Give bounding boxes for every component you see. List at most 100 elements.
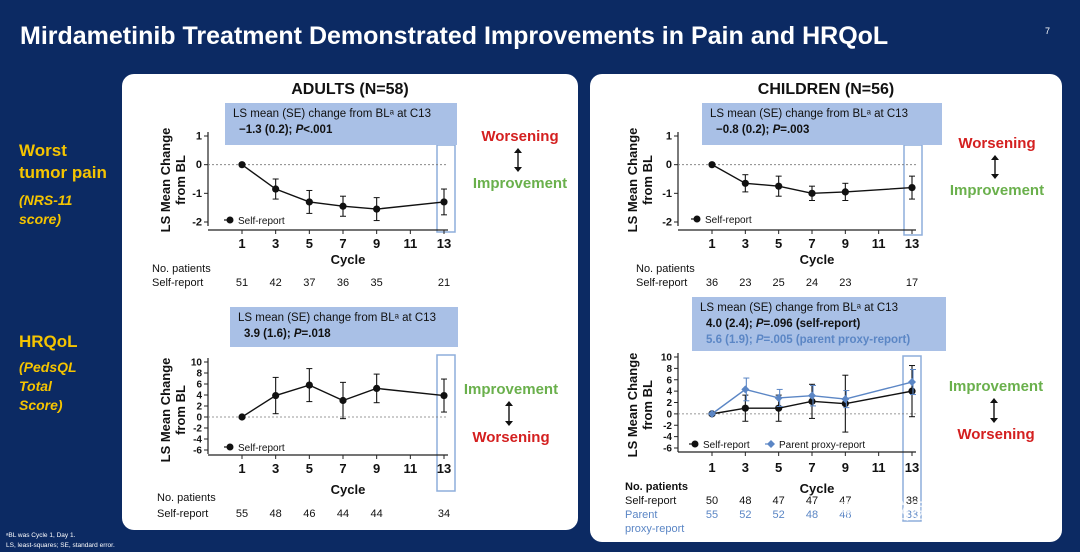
children-hrqol-direction-arrow-up (990, 398, 998, 403)
children-hrqol-patients-row-label: Self-report (625, 495, 676, 507)
row-label-pain: Worst tumor pain (19, 141, 107, 182)
children-pain-callout-result: −0.8 (0.2); P=.003 (716, 124, 809, 136)
children-hrqol-x-tick-label: 5 (775, 460, 782, 475)
adults-pain-callout-title: LS mean (SE) change from BLᵃ at C13 (233, 108, 431, 120)
children-pain-legend-label: Self-report (705, 215, 752, 226)
children-pain-patients-count: 25 (773, 277, 785, 289)
adults-pain-y-tick-label: 1 (196, 131, 202, 143)
children-hrqol-patients-count: 52 (773, 509, 785, 521)
adults-hrqol-self-report-point (339, 396, 347, 405)
adults-hrqol-x-tick-label: 1 (238, 461, 245, 476)
footnote-bl: ᵃBL was Cycle 1, Day 1. (6, 532, 76, 539)
children-hrqol-legend-label: Self-report (703, 440, 750, 451)
adults-pain-x-axis-title: Cycle (331, 252, 366, 267)
children-hrqol-x-axis-title: Cycle (800, 481, 835, 496)
adults-hrqol-self-report-point (272, 391, 280, 400)
adults-pain-x-tick-label: 3 (272, 236, 279, 251)
adults-hrqol-direction-bottom: Worsening (472, 429, 549, 446)
children-pain-self-report-point (841, 188, 849, 196)
adults-hrqol-x-tick-label: 7 (339, 461, 346, 476)
children-pain-direction-arrow-down (991, 174, 999, 179)
children-pain-self-report-line (711, 164, 913, 195)
adults-hrqol-y-axis-title-line2: from BL (173, 385, 188, 435)
adults-pain-patients-count: 37 (303, 277, 315, 289)
adults-pain-patients-label: No. patients (152, 263, 211, 275)
adults-pain-self-report-point (339, 202, 347, 210)
adults-pain-self-report-point (272, 185, 280, 193)
children-pain-callout-title: LS mean (SE) change from BLᵃ at C13 (710, 108, 908, 120)
children-hrqol-self-report-point (908, 387, 916, 395)
adults-hrqol-direction-arrow-down (505, 421, 513, 426)
children-hrqol-y-tick-label: 4 (666, 387, 672, 398)
adults-hrqol-patients-count: 44 (371, 508, 383, 520)
adults-pain-legend-label: Self-report (238, 216, 285, 227)
children-pain-direction-bottom: Improvement (950, 182, 1044, 199)
children-hrqol-legend-marker-self-report (691, 440, 699, 448)
children-hrqol-parent-proxy-report-point (774, 393, 783, 402)
children-hrqol-patients-count: 33 (906, 509, 918, 521)
children-panel-title: CHILDREN (N=56) (757, 81, 895, 98)
children-pain-self-report-point (808, 189, 816, 197)
children-hrqol-patients-count: 55 (706, 509, 718, 521)
adults-pain-patients-count: 51 (236, 277, 248, 289)
adults-hrqol-patients-count: 55 (236, 508, 248, 520)
adults-pain-x-tick-label: 1 (238, 236, 245, 251)
children-pain-patients-count: 23 (739, 277, 751, 289)
children-pain-x-axis-title: Cycle (800, 252, 835, 267)
adults-pain-y-tick-label: 0 (196, 159, 202, 171)
adults-hrqol-c13-highlight (436, 354, 456, 492)
footnote-abbrev: LS, least-squares; SE, standard error. (6, 542, 115, 549)
adults-pain-legend-marker-self-report (226, 216, 234, 224)
adults-hrqol-y-tick-label: 10 (191, 358, 203, 369)
children-pain-x-tick-label: 9 (842, 236, 849, 251)
children-pain-patients-count: 36 (706, 277, 718, 289)
children-hrqol-parent-proxy-report-point (908, 378, 916, 387)
adults-pain-x-tick-label: 5 (306, 236, 313, 251)
children-pain-patients-label: No. patients (636, 263, 695, 275)
children-pain-direction-arrow-up (991, 155, 999, 160)
children-hrqol-y-tick-label: -4 (663, 432, 672, 443)
adults-hrqol-patients-row-label: Self-report (157, 508, 208, 520)
children-pain-patients-count: 17 (906, 277, 918, 289)
children-pain-callout-box (702, 103, 942, 145)
adults-hrqol-patients-count: 48 (270, 508, 282, 520)
children-hrqol-direction-bottom: Worsening (957, 426, 1034, 443)
adults-hrqol-x-tick-label: 5 (306, 461, 313, 476)
children-pain-patients-row-label: Self-report (636, 277, 687, 289)
slide-title: Mirdametinib Treatment Demonstrated Impr… (20, 22, 889, 50)
children-hrqol-x-tick-label: 1 (708, 460, 715, 475)
adults-pain-self-report-point (305, 198, 313, 206)
children-hrqol-patients-count: 47 (773, 495, 785, 507)
children-hrqol-self-report-point (741, 404, 749, 412)
children-hrqol-c13-highlight (902, 355, 922, 522)
children-hrqol-parent-proxy-report-point (808, 391, 816, 400)
adults-hrqol-self-report-point (238, 413, 246, 421)
children-hrqol-patients-count: 48 (839, 509, 851, 521)
children-pain-y-tick-label: -2 (662, 217, 672, 229)
children-hrqol-patients-row-label: Parent (625, 509, 657, 521)
children-hrqol-x-tick-label: 11 (872, 460, 886, 475)
children-pain-x-tick-label: 5 (775, 236, 782, 251)
children-pain-x-tick-label: 3 (742, 236, 749, 251)
children-pain-x-tick-label: 11 (872, 236, 886, 251)
adults-pain-patients-count: 42 (270, 277, 282, 289)
adults-hrqol-patients-count: 46 (303, 508, 315, 520)
children-hrqol-y-tick-label: -6 (663, 444, 672, 455)
adults-hrqol-y-tick-label: 4 (196, 391, 202, 402)
children-hrqol-direction-arrow-down (990, 418, 998, 423)
children-pain-y-tick-label: -1 (662, 188, 672, 200)
children-hrqol-self-report-point (808, 397, 816, 405)
adults-pain-x-tick-label: 13 (437, 236, 451, 251)
children-hrqol-patients-label: No. patients (625, 481, 688, 493)
adults-hrqol-self-report-line (241, 384, 445, 418)
adults-pain-self-report-point (373, 205, 381, 213)
adults-panel-title: ADULTS (N=58) (291, 81, 409, 98)
adults-hrqol-y-tick-label: -4 (193, 435, 202, 446)
children-pain-legend-marker-self-report (693, 215, 701, 223)
children-hrqol-patients-count: 52 (739, 509, 751, 521)
children-hrqol-legend-marker-parent-proxy (767, 440, 775, 448)
children-pain-x-tick-label: 13 (905, 236, 919, 251)
children-hrqol-self-report-point (775, 404, 783, 412)
children-pain-y-tick-label: 0 (666, 159, 672, 171)
adults-pain-direction-top: Worsening (481, 128, 558, 145)
